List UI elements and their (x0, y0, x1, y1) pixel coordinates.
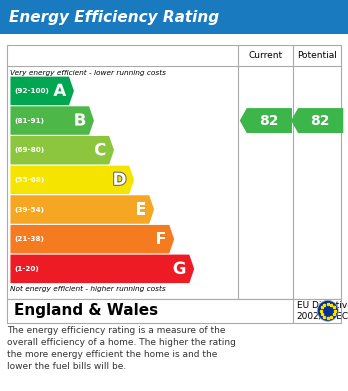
Text: B: B (74, 111, 86, 129)
Polygon shape (10, 77, 74, 105)
Text: A: A (53, 82, 66, 100)
Text: Energy Efficiency Rating: Energy Efficiency Rating (9, 10, 219, 25)
Polygon shape (10, 255, 194, 283)
Text: (55-68): (55-68) (15, 177, 45, 183)
Text: 82: 82 (310, 113, 330, 127)
Text: C: C (94, 141, 106, 159)
Text: (69-80): (69-80) (15, 147, 45, 153)
Text: (1-20): (1-20) (15, 266, 39, 272)
Polygon shape (291, 108, 343, 133)
Polygon shape (10, 225, 174, 253)
Text: England & Wales: England & Wales (14, 303, 158, 318)
Polygon shape (240, 108, 292, 133)
Text: The energy efficiency rating is a measure of the
overall efficiency of a home. T: The energy efficiency rating is a measur… (7, 326, 236, 371)
Text: (39-54): (39-54) (15, 206, 45, 213)
Text: D: D (113, 171, 126, 189)
Text: Very energy efficient - lower running costs: Very energy efficient - lower running co… (10, 70, 166, 76)
Text: E: E (135, 201, 147, 219)
Text: (21-38): (21-38) (15, 236, 45, 242)
Text: 82: 82 (259, 113, 278, 127)
Text: G: G (173, 260, 187, 278)
Text: (92-100): (92-100) (15, 88, 49, 94)
Bar (7, 299, 341, 323)
Text: (81-91): (81-91) (15, 118, 45, 124)
Ellipse shape (317, 300, 338, 321)
Text: F: F (155, 230, 166, 248)
Polygon shape (10, 136, 114, 165)
Text: EU Directive
2002/91/EC: EU Directive 2002/91/EC (297, 301, 348, 321)
Polygon shape (10, 106, 94, 135)
Text: Current: Current (249, 51, 283, 60)
Bar (0, 0, 348, 34)
Polygon shape (10, 195, 154, 224)
Bar (7, 45, 341, 299)
Text: Not energy efficient - higher running costs: Not energy efficient - higher running co… (10, 286, 166, 292)
Text: Potential: Potential (297, 51, 337, 60)
Polygon shape (10, 166, 134, 194)
